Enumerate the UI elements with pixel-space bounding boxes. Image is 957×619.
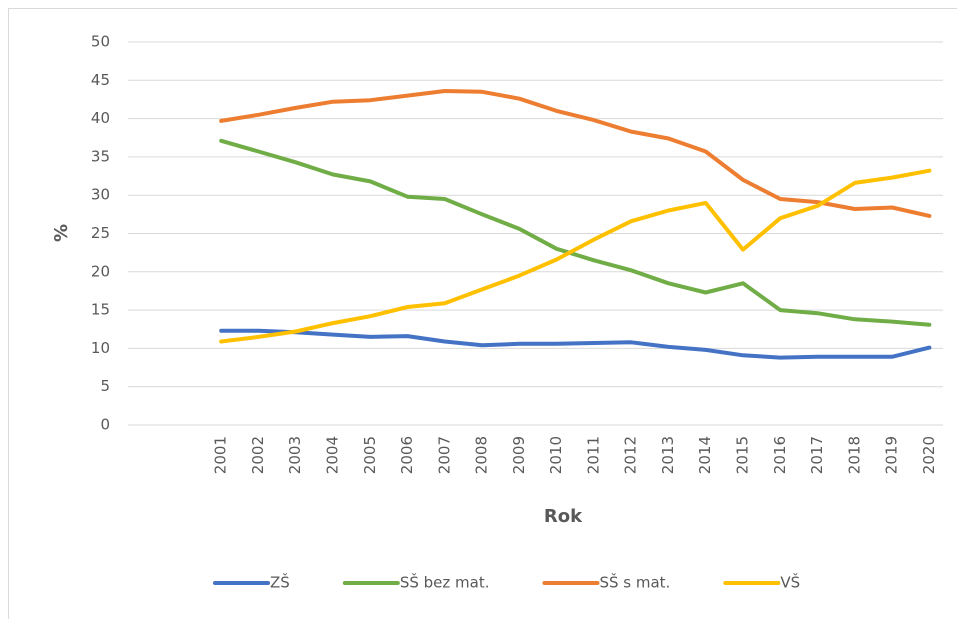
legend-label: SŠ s mat. xyxy=(599,573,670,592)
x-tick-label: 2004 xyxy=(324,436,342,474)
chart-frame xyxy=(8,8,957,619)
x-tick-label: 2008 xyxy=(473,436,491,474)
series-line xyxy=(219,89,932,218)
y-axis-title: % xyxy=(51,224,72,242)
series-line xyxy=(219,138,932,327)
series-line xyxy=(219,168,932,344)
y-tick-label: 40 xyxy=(91,109,110,127)
y-tick-label: 10 xyxy=(91,339,110,357)
x-tick-label: 2013 xyxy=(659,436,677,474)
y-tick-label: 50 xyxy=(91,33,110,51)
x-tick-label: 2018 xyxy=(845,436,863,474)
y-tick-label: 30 xyxy=(91,186,110,204)
legend-label: VŠ xyxy=(780,573,800,592)
x-tick-label: 2006 xyxy=(398,436,416,474)
x-tick-label: 2010 xyxy=(547,436,565,474)
x-tick-label: 2015 xyxy=(734,436,752,474)
x-tick-label: 2016 xyxy=(771,436,789,474)
x-tick-label: 2012 xyxy=(622,436,640,474)
legend-label: ZŠ xyxy=(270,573,290,592)
x-tick-label: 2003 xyxy=(286,436,304,474)
legend-label: SŠ bez mat. xyxy=(400,573,490,592)
y-tick-label: 15 xyxy=(91,301,110,319)
x-tick-label: 2019 xyxy=(883,436,901,474)
y-tick-label: 25 xyxy=(91,224,110,242)
y-tick-label: 35 xyxy=(91,147,110,165)
x-axis-title: Rok xyxy=(544,506,583,527)
y-tick-label: 5 xyxy=(100,377,110,395)
x-tick-label: 2014 xyxy=(696,436,714,474)
x-tick-label: 2007 xyxy=(435,436,453,474)
x-tick-label: 2005 xyxy=(361,436,379,474)
x-tick-label: 2001 xyxy=(212,436,230,474)
x-tick-label: 2009 xyxy=(510,436,528,474)
series-line xyxy=(219,328,932,360)
y-tick-label: 0 xyxy=(100,416,110,434)
x-tick-label: 2002 xyxy=(249,436,267,474)
x-tick-label: 2017 xyxy=(808,436,826,474)
y-tick-label: 20 xyxy=(91,262,110,280)
x-tick-label: 2020 xyxy=(920,436,938,474)
x-tick-label: 2011 xyxy=(584,436,602,474)
y-tick-label: 45 xyxy=(91,71,110,89)
